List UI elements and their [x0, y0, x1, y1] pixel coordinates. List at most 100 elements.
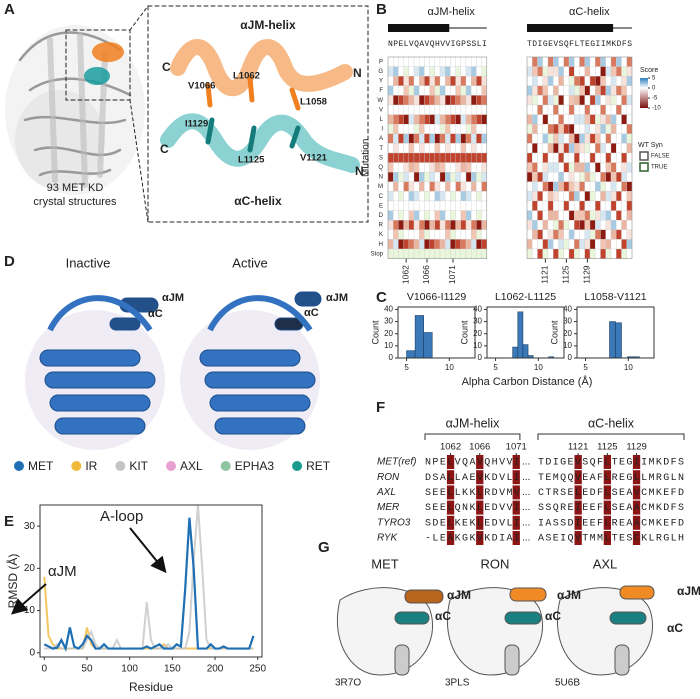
heatmap-cell — [419, 229, 425, 240]
heatmap-cell — [574, 181, 580, 192]
heatmap-cell — [621, 152, 627, 163]
heatmap-cell — [398, 133, 404, 144]
heatmap-cell — [579, 229, 585, 240]
heatmap-cell — [537, 114, 543, 125]
heatmap-cell — [574, 124, 580, 134]
structure-name: RON — [481, 556, 510, 571]
heatmap-cell — [542, 124, 549, 134]
heatmap-cell — [574, 133, 580, 144]
heatmap-cell — [542, 76, 549, 86]
heatmap-cell — [532, 191, 538, 202]
heatmap-cell — [600, 172, 606, 182]
heatmap-cell — [465, 210, 472, 221]
heatmap-cell — [450, 76, 456, 86]
heatmap-cell — [589, 162, 596, 173]
heatmap-cell — [563, 133, 570, 144]
heatmap-cell — [408, 181, 415, 192]
heatmap-cell — [537, 229, 543, 240]
heatmap-cell — [419, 133, 425, 144]
heatmap-cell — [419, 124, 425, 134]
heatmap-cell — [579, 85, 585, 96]
heatmap-cell — [563, 85, 570, 96]
heatmap-cell — [476, 104, 482, 115]
heatmap-cell — [481, 200, 487, 211]
heatmap-cell — [526, 220, 533, 230]
row-label: E — [379, 203, 383, 209]
axis-title: Mutation — [361, 139, 372, 177]
heatmap-cell — [595, 143, 601, 154]
heatmap-cell — [408, 162, 415, 173]
heatmap-cell — [408, 172, 415, 182]
legend-marker — [14, 461, 24, 471]
heatmap-cell — [393, 191, 399, 202]
heatmap-cell — [419, 172, 425, 182]
heatmap-cell — [471, 210, 477, 221]
highlight — [446, 500, 455, 515]
heatmap-cell — [445, 76, 451, 86]
heatmap-cell — [465, 162, 472, 173]
heatmap-cell — [574, 66, 580, 77]
heatmap-cell — [568, 220, 575, 230]
legend-marker — [292, 461, 303, 471]
colorbar-label: -5 — [652, 96, 658, 102]
heatmap-cell — [476, 95, 482, 106]
heatmap-cell — [589, 76, 596, 86]
heatmap-cell — [434, 248, 441, 259]
heatmap-cell — [568, 124, 575, 134]
heatmap-cell — [439, 124, 446, 134]
heatmap-cell — [542, 104, 549, 115]
heatmap-cell — [471, 143, 477, 154]
heatmap-cell — [610, 56, 617, 67]
heatmap-cell — [455, 66, 461, 77]
helix-label: αJM — [677, 584, 700, 598]
heatmap-cell — [558, 133, 564, 144]
heatmap-cell — [558, 56, 564, 67]
heatmap-cell — [460, 95, 467, 106]
heatmap-cell — [434, 76, 441, 86]
helix-label: αJM — [326, 292, 348, 304]
heatmap-cell — [595, 200, 601, 211]
heatmap-cell — [413, 124, 420, 134]
heatmap-cell — [532, 220, 538, 230]
heatmap-cell — [547, 162, 554, 173]
heatmap-cell — [471, 239, 477, 250]
axis-title: Count — [549, 320, 559, 345]
heatmap-cell — [558, 239, 564, 250]
heatmap-cell — [574, 210, 580, 221]
heatmap-cell — [532, 200, 538, 211]
heatmap-cell — [445, 229, 451, 240]
y-tick-label: 0 — [389, 353, 394, 362]
heatmap-cell — [476, 56, 482, 67]
heatmap-cell — [563, 162, 570, 173]
legend-marker — [115, 461, 126, 471]
heatmap-cell — [610, 210, 617, 221]
heatmap-cell — [429, 56, 435, 67]
heatmap-cell — [398, 56, 404, 67]
heatmap-cell — [595, 85, 601, 96]
heatmap-cell — [526, 239, 533, 250]
residue-label: L1058 — [300, 97, 327, 108]
heatmap-cell — [589, 181, 596, 192]
heatmap-cell — [579, 181, 585, 192]
heatmap-cell — [455, 143, 461, 154]
heatmap-cell — [584, 124, 591, 134]
heatmap-cell — [537, 104, 543, 115]
legend-title: WT Syn — [638, 142, 663, 149]
heatmap-cell — [455, 239, 461, 250]
heatmap-cell — [460, 172, 467, 182]
y-tick-label: 20 — [24, 563, 36, 574]
heatmap-cell — [439, 152, 446, 163]
heatmap-cell — [455, 85, 461, 96]
chart-title: V1066-I1129 — [407, 291, 467, 303]
heatmap-cell — [460, 56, 467, 67]
heatmap-cell — [626, 56, 633, 67]
heatmap-cell — [465, 143, 472, 154]
heatmap-cell — [481, 248, 487, 259]
heatmap-cell — [532, 104, 538, 115]
highlight — [476, 485, 484, 500]
caption: 93 MET KD — [47, 182, 104, 194]
rmsd-line — [43, 517, 255, 652]
helix-label: αC — [667, 621, 683, 635]
heatmap-cell — [537, 143, 543, 154]
heatmap-cell — [465, 181, 472, 192]
